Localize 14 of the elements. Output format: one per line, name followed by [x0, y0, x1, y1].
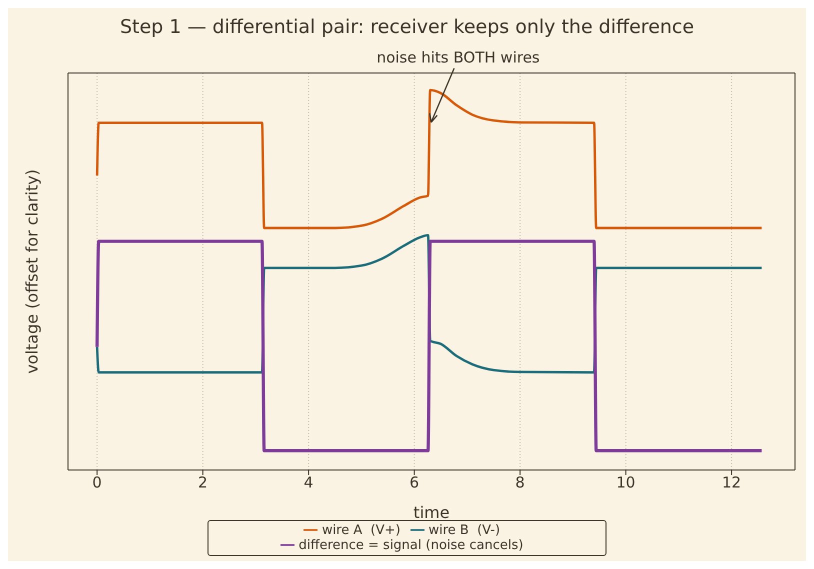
legend-label: difference = signal (noise cancels) — [298, 538, 524, 553]
x-tick-label: 12 — [722, 474, 742, 492]
chart-title: Step 1 — differential pair: receiver keeps only the difference — [118, 16, 696, 38]
x-tick-label: 10 — [616, 474, 636, 492]
legend-label: wire A (V+) — [322, 523, 400, 538]
x-tick-label: 4 — [304, 474, 314, 492]
x-tick-label: 6 — [410, 474, 420, 492]
x-axis-title: time — [413, 503, 450, 522]
y-axis-title: voltage (offset for clarity) — [22, 169, 42, 374]
legend-label: wire B (V-) — [428, 523, 500, 538]
annotation: noise hits BOTH wires — [376, 48, 540, 66]
x-tick-label: 8 — [515, 474, 525, 492]
x-tick-label: 0 — [92, 474, 102, 492]
x-tick-label: 2 — [198, 474, 208, 492]
